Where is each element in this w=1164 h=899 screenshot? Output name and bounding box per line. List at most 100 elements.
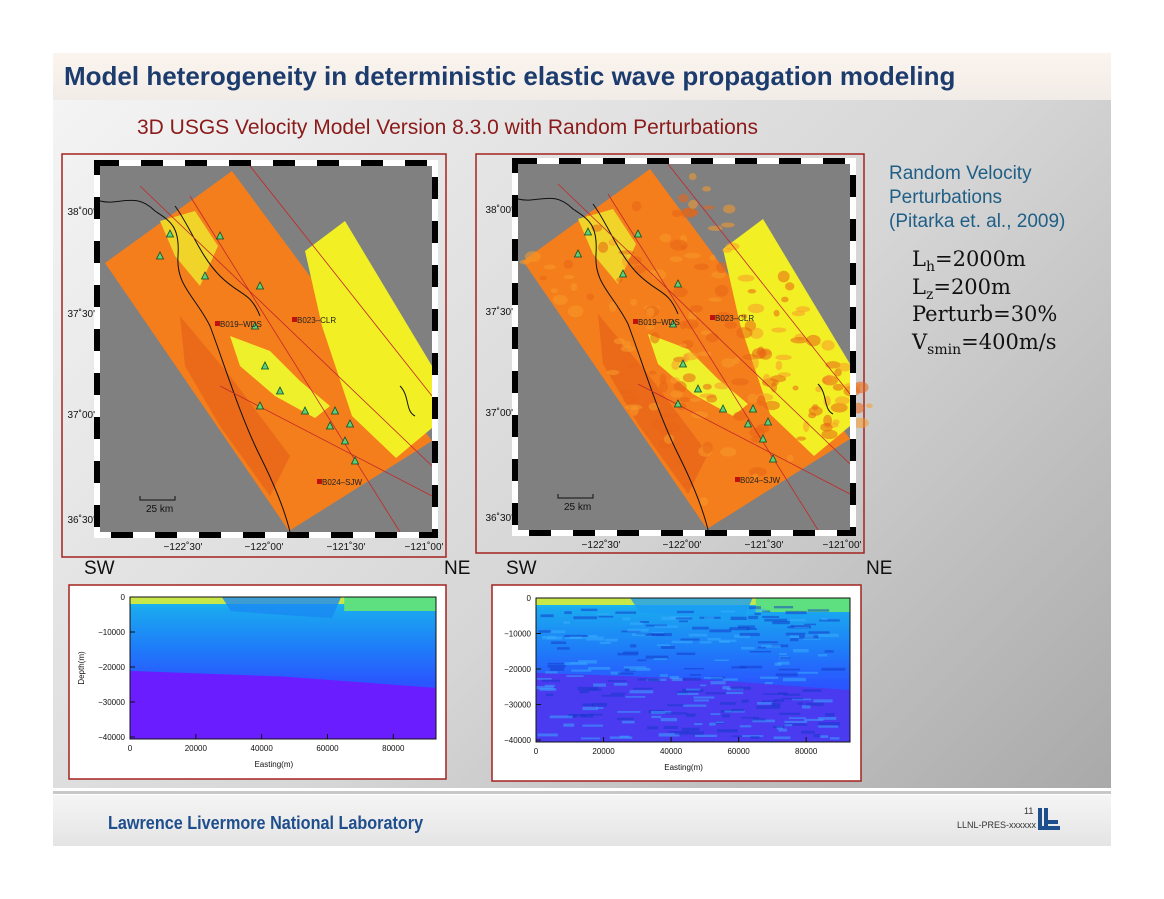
station [743, 419, 753, 428]
texture [570, 662, 578, 664]
perturbation [866, 403, 873, 409]
perturbation [671, 209, 682, 218]
station-label: B019–WDS [638, 318, 680, 327]
x-tick-label: 40000 [660, 747, 683, 756]
texture [629, 622, 644, 625]
direction-label: SW [84, 558, 115, 579]
scale-bar [139, 496, 176, 501]
scale-bar [557, 494, 594, 499]
perturbation [721, 222, 735, 228]
station [673, 399, 683, 408]
texture [569, 636, 583, 639]
x-tick-label: 80000 [795, 747, 818, 756]
perturbation [683, 319, 699, 330]
fault [139, 185, 433, 467]
station [155, 251, 165, 260]
texture [772, 620, 790, 625]
texture [675, 617, 693, 620]
map: B019–WDS B023–CLR B024–SJW 25 km 38˚00' 37˚30… [486, 158, 873, 551]
texture [648, 678, 661, 682]
perturbation [723, 204, 736, 214]
texture [610, 692, 626, 695]
texture [659, 674, 669, 677]
perturbation [682, 354, 690, 363]
texture [801, 705, 811, 709]
perturbation [781, 296, 789, 303]
texture [762, 610, 771, 613]
texture [699, 684, 707, 687]
texture [622, 617, 631, 621]
latitude-label: 37˚30' [486, 306, 514, 318]
parameter-value: =2000m [934, 247, 1026, 271]
texture [596, 707, 604, 709]
texture [693, 699, 710, 702]
perturbation [677, 193, 690, 203]
longitude-label: −122˚30' [164, 541, 203, 553]
perturbation [552, 294, 568, 305]
station [250, 321, 260, 330]
texture [586, 638, 605, 641]
map-border [512, 158, 856, 536]
y-tick-label: −30000 [504, 701, 531, 710]
texture [784, 720, 808, 724]
doc-id: LLNL-PRES-xxxxxx [957, 820, 1037, 830]
perturbation [694, 263, 709, 271]
texture [818, 725, 839, 728]
perturbation [631, 201, 642, 212]
texture [692, 626, 709, 630]
organization: Lawrence Livermore National Laboratory [108, 813, 424, 833]
texture [739, 632, 760, 637]
perturbation [524, 251, 541, 263]
station-marker [735, 477, 740, 482]
texture [773, 606, 794, 609]
texture [821, 667, 846, 671]
perturbation [563, 259, 574, 269]
texture [778, 668, 801, 671]
texture [792, 649, 809, 653]
texture [778, 728, 788, 732]
texture [617, 672, 634, 675]
texture [536, 686, 554, 690]
perturbation [824, 374, 833, 384]
texture [790, 624, 810, 628]
y-tick-label: −40000 [504, 736, 531, 745]
station-marker [215, 321, 220, 326]
perturbation [672, 286, 688, 298]
texture [545, 671, 558, 674]
latitude-label: 37˚00' [486, 407, 514, 419]
station [255, 401, 265, 410]
perturbation [669, 256, 683, 263]
perturbation [563, 274, 575, 280]
section-shallow [344, 597, 436, 611]
perturbation [830, 403, 848, 413]
station [718, 404, 728, 413]
texture [577, 686, 599, 691]
texture [647, 726, 659, 730]
coastline [517, 197, 709, 531]
texture [537, 733, 558, 737]
station [668, 319, 678, 328]
station [275, 386, 285, 395]
texture [820, 735, 829, 738]
texture [813, 733, 821, 738]
perturbation [663, 434, 675, 444]
perturbation [608, 301, 617, 312]
longitude-label: −121˚00' [405, 541, 444, 553]
longitude-label: −122˚00' [663, 539, 702, 551]
slow-zone [180, 316, 290, 496]
fault [189, 195, 401, 533]
note-line: (Pitarka et. al., 2009) [889, 211, 1066, 232]
latitude-label: 37˚00' [68, 409, 96, 421]
header-band [53, 53, 1111, 100]
station-label: B024–SJW [740, 476, 780, 485]
parameter: Lh=2000m [912, 247, 1026, 275]
texture [671, 640, 693, 644]
perturbation [626, 363, 639, 368]
perturbation [775, 354, 792, 361]
perturbation [671, 360, 680, 371]
texture [566, 675, 584, 677]
texture [715, 721, 724, 724]
texture [658, 733, 680, 737]
texture [704, 616, 715, 620]
